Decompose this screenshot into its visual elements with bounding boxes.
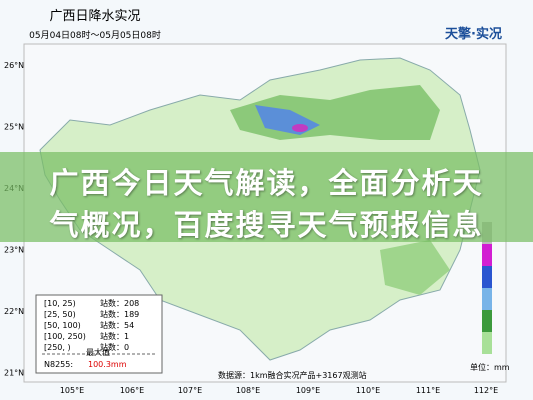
max-rain (292, 124, 308, 132)
lon-label: 106°E (120, 386, 144, 395)
legend-count: 站数：208 (100, 298, 139, 308)
legend-count: 站数：189 (100, 309, 139, 319)
legend-box (35, 294, 163, 374)
max-station: N8255: (44, 360, 73, 369)
legend-count: 站数：1 (100, 331, 129, 341)
legend-range: [10, 25) (44, 299, 76, 308)
period: 05月04日08时～05月05日08时 (29, 29, 161, 41)
unit: 单位：mm (470, 362, 510, 372)
rain-area (380, 240, 450, 295)
lat-label: 23°N (4, 246, 24, 255)
source: 数据源：1km融合实况产品+3167观测站 (218, 370, 367, 380)
legend-range: [25, 50) (44, 310, 76, 319)
lat-label: 21°N (4, 369, 24, 378)
lat-label: 26°N (4, 61, 24, 70)
legend-range: [250, ) (44, 343, 71, 352)
lon-label: 107°E (178, 386, 202, 395)
lat-label: 22°N (4, 307, 24, 316)
legend-range: [100, 250) (44, 332, 86, 341)
headline: 气概况，百度搜寻天气预报信息 (49, 208, 484, 242)
lon-label: 110°E (356, 386, 380, 395)
map-title: 广西日降水实况 (49, 9, 140, 24)
max-value: 100.3mm (88, 360, 127, 369)
legend-range: [50, 100) (44, 321, 81, 330)
lon-label: 108°E (236, 386, 260, 395)
legend-count: 站数：0 (100, 342, 129, 352)
lon-label: 111°E (416, 386, 440, 395)
headline-band (0, 152, 533, 242)
legend-count: 站数：54 (100, 320, 134, 330)
max-label: 最大值 (86, 347, 110, 357)
lon-label: 105°E (60, 386, 84, 395)
lat-label: 25°N (4, 123, 24, 132)
headline: 广西今日天气解读，全面分析天 (49, 166, 484, 200)
logo: 天擎·实况 (445, 26, 502, 42)
lon-label: 112°E (474, 386, 498, 395)
lon-label: 109°E (296, 386, 320, 395)
